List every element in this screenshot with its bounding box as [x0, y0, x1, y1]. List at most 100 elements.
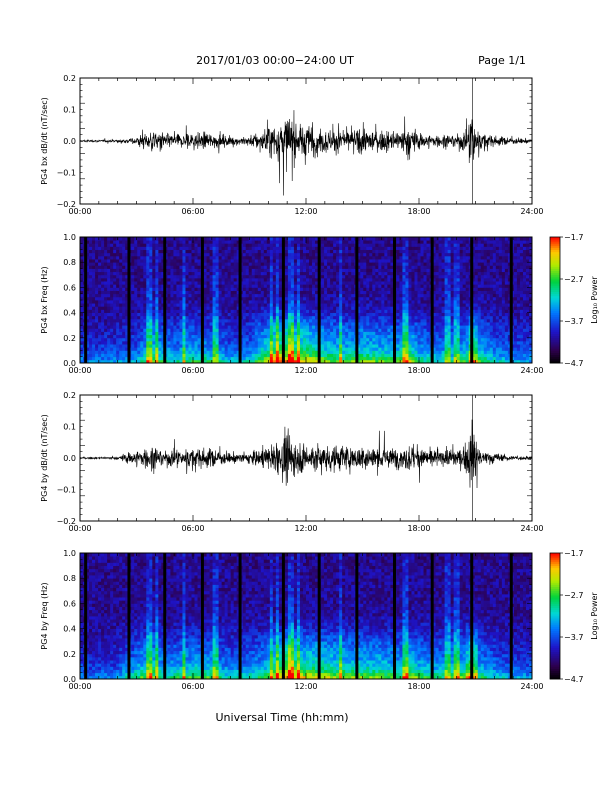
spectrogram-cell	[170, 334, 174, 339]
spectrogram-cell	[287, 296, 292, 301]
spectrogram-cell	[269, 249, 274, 254]
spectrogram-cell	[176, 325, 180, 329]
spectrogram-cell	[360, 290, 364, 295]
spectrogram-cell	[387, 290, 391, 295]
spectrogram-cell	[387, 284, 391, 288]
spectrogram-cell	[312, 359, 316, 364]
spectrogram-cell	[309, 359, 313, 364]
spectrogram-cell	[366, 315, 370, 320]
spectrogram-cell	[423, 353, 427, 358]
spectrogram-cell	[191, 246, 195, 250]
spectrogram-cell	[242, 331, 247, 336]
spectrogram-cell	[191, 331, 195, 336]
spectrogram-cell	[405, 259, 409, 263]
spectrogram-cell	[98, 328, 102, 332]
spectrogram-cell	[212, 262, 216, 266]
spectrogram-cell	[140, 287, 144, 291]
spectrogram-cell	[293, 309, 298, 313]
spectrogram-cell	[375, 347, 379, 351]
spectrogram-cell	[381, 340, 385, 345]
spectrogram-cell	[161, 337, 165, 342]
spectrogram-cell	[309, 265, 313, 269]
spectrogram-cell	[402, 315, 406, 320]
spectrogram-cell	[197, 312, 201, 317]
spectrogram-cell	[251, 300, 256, 304]
spectrogram-cell	[423, 287, 427, 291]
spectrogram-cell	[227, 262, 232, 266]
spectrogram-cell	[284, 331, 289, 336]
spectrogram-cell	[146, 274, 150, 279]
spectrogram-cell	[89, 350, 93, 354]
spectrogram-cell	[306, 350, 310, 354]
spectrogram-cell	[212, 293, 216, 298]
spectrogram-cell	[411, 287, 415, 291]
spectrogram-cell	[257, 290, 262, 295]
spectrogram-cell	[212, 337, 216, 342]
spectrogram-cell	[302, 281, 307, 285]
spectrogram-cell	[167, 268, 171, 273]
spectrogram-cell	[224, 287, 229, 291]
spectrogram-cell	[290, 347, 295, 351]
spectrogram-cell	[381, 293, 385, 298]
spectrogram-cell	[266, 322, 271, 326]
spectrogram-cell	[101, 252, 105, 257]
spectrogram-cell	[206, 300, 210, 304]
spectrogram-cell	[306, 240, 310, 244]
spectrogram-cell	[375, 240, 379, 244]
spectrogram-cell	[369, 265, 373, 269]
spectrogram-cell	[125, 243, 129, 247]
spectrogram-cell	[275, 240, 280, 244]
spectrogram-cell	[86, 240, 90, 244]
spectrogram-cell	[272, 356, 277, 361]
spectrogram-cell	[378, 255, 382, 260]
spectrogram-cell	[414, 347, 418, 351]
spectrogram-cell	[333, 259, 337, 263]
spectrogram-cell	[272, 325, 277, 329]
spectrogram-cell	[321, 340, 325, 345]
spectrogram-cell	[299, 255, 304, 260]
spectrogram-cell	[275, 271, 280, 276]
spectrogram-cell	[122, 331, 126, 336]
spectrogram-cell	[360, 243, 364, 247]
spectrogram-cell	[242, 252, 247, 257]
spectrogram-cell	[89, 359, 93, 364]
spectrogram-cell	[435, 359, 439, 364]
spectrogram-cell	[369, 337, 373, 342]
spectrogram-cell	[293, 290, 298, 295]
spectrogram-cell	[399, 312, 403, 317]
spectrogram-cell	[170, 303, 174, 307]
spectrogram-cell	[360, 255, 364, 260]
spectrogram-cell	[381, 337, 385, 342]
spectrogram-cell	[230, 246, 235, 250]
spectrogram-cell	[155, 303, 159, 307]
spectrogram-cell	[287, 312, 292, 317]
spectrogram-cell	[296, 325, 301, 329]
spectrogram-cell	[98, 277, 102, 282]
spectrogram-cell	[251, 243, 256, 247]
spectrogram-cell	[351, 274, 355, 279]
spectrogram-cell	[86, 328, 90, 332]
spectrogram-cell	[357, 243, 361, 247]
spectrogram-cell	[351, 312, 355, 317]
spectrogram-cell	[209, 340, 213, 345]
spectrogram-cell	[333, 284, 337, 288]
spectrogram-cell	[417, 281, 421, 285]
spectrogram-cell	[302, 271, 307, 276]
spectrogram-cell	[309, 293, 313, 298]
spectrogram-cell	[113, 246, 117, 250]
spectrogram-cell	[224, 255, 229, 260]
spectrogram-cell	[348, 328, 352, 332]
spectrogram-cell	[306, 328, 310, 332]
spectrogram-cell	[435, 240, 439, 244]
spectrogram-cell	[324, 237, 328, 241]
spectrogram-cell	[444, 309, 449, 313]
spectrogram-cell	[191, 268, 195, 273]
spectrogram-cell	[140, 325, 144, 329]
spectrogram-cell	[272, 277, 277, 282]
spectrogram-cell	[309, 255, 313, 260]
spectrogram-cell	[242, 340, 247, 345]
spectrogram-cell	[402, 277, 406, 282]
spectrogram-cell	[426, 334, 430, 339]
spectrogram-cell	[170, 347, 174, 351]
spectrogram-cell	[206, 271, 210, 276]
